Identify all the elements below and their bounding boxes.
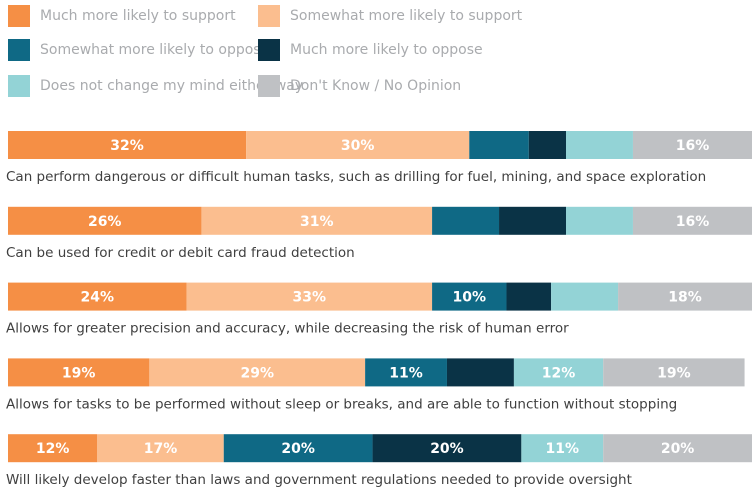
bar-segment bbox=[246, 131, 470, 159]
bar-segment bbox=[513, 358, 604, 387]
legend-label: Does not change my mind either way bbox=[40, 78, 303, 94]
bar-segment bbox=[186, 282, 433, 311]
value-label: 26% bbox=[88, 214, 122, 230]
bar-segment bbox=[566, 131, 633, 159]
bar-segment bbox=[223, 434, 373, 463]
legend-swatch bbox=[8, 75, 30, 97]
value-label: 29% bbox=[240, 365, 274, 381]
category-label: Allows for tasks to be performed without… bbox=[6, 396, 677, 412]
bar-segment bbox=[551, 282, 619, 311]
value-label: 16% bbox=[676, 214, 710, 230]
legend-label: Somewhat more likely to support bbox=[290, 8, 523, 24]
legend-swatch bbox=[258, 5, 280, 27]
bar-segment bbox=[432, 206, 500, 235]
bar-segment bbox=[97, 434, 224, 463]
value-label: 19% bbox=[62, 365, 96, 381]
bar-segment bbox=[446, 358, 514, 387]
bar-segment bbox=[632, 206, 752, 235]
value-label: 10% bbox=[453, 290, 487, 306]
bar-segment bbox=[432, 282, 507, 311]
value-label: 24% bbox=[81, 290, 115, 306]
bar-segment bbox=[8, 206, 202, 235]
value-label: 30% bbox=[341, 138, 375, 154]
category-label: Can be used for credit or debit card fra… bbox=[6, 245, 355, 261]
legend-label: Much more likely to oppose bbox=[290, 42, 483, 58]
value-label: 18% bbox=[668, 290, 702, 306]
value-label: 33% bbox=[293, 290, 327, 306]
value-label: 20% bbox=[430, 441, 464, 457]
value-label: 11% bbox=[546, 441, 580, 457]
bar-segment bbox=[8, 282, 187, 311]
value-label: 12% bbox=[542, 365, 576, 381]
value-label: 31% bbox=[300, 214, 334, 230]
value-label: 16% bbox=[676, 138, 710, 154]
category-label: Allows for greater precision and accurac… bbox=[6, 321, 569, 337]
bar-segment bbox=[528, 131, 566, 159]
value-label: 19% bbox=[657, 365, 691, 381]
bar-segment bbox=[566, 206, 633, 235]
bar-segment bbox=[372, 434, 522, 463]
value-label: 20% bbox=[281, 441, 315, 457]
bar-segment bbox=[469, 131, 529, 159]
bar-segment bbox=[521, 434, 604, 463]
legend-label: Don't Know / No Opinion bbox=[290, 78, 461, 94]
bar-segment bbox=[8, 434, 98, 463]
bar-segment bbox=[632, 131, 752, 159]
legend-label: Somewhat more likely to oppose bbox=[40, 42, 269, 58]
bar-segment bbox=[499, 206, 566, 235]
bar-segment bbox=[365, 358, 447, 387]
bar-segment bbox=[149, 358, 366, 387]
value-label: 20% bbox=[661, 441, 695, 457]
legend-swatch bbox=[258, 75, 280, 97]
bar-segment bbox=[603, 358, 745, 387]
bar-segment bbox=[603, 434, 752, 463]
bar-segment bbox=[201, 206, 433, 235]
bar-segment bbox=[506, 282, 552, 311]
legend-swatch bbox=[8, 39, 30, 61]
legend-swatch bbox=[8, 5, 30, 27]
bar-segment bbox=[618, 282, 752, 311]
bar-segment bbox=[8, 131, 247, 159]
value-label: 32% bbox=[110, 138, 144, 154]
legend-label: Much more likely to support bbox=[40, 8, 236, 24]
category-label: Will likely develop faster than laws and… bbox=[6, 472, 632, 488]
category-label: Can perform dangerous or difficult human… bbox=[6, 169, 706, 185]
value-label: 12% bbox=[36, 441, 70, 457]
value-label: 17% bbox=[144, 441, 178, 457]
legend-swatch bbox=[258, 39, 280, 61]
value-label: 11% bbox=[389, 365, 423, 381]
bar-segment bbox=[8, 358, 150, 387]
